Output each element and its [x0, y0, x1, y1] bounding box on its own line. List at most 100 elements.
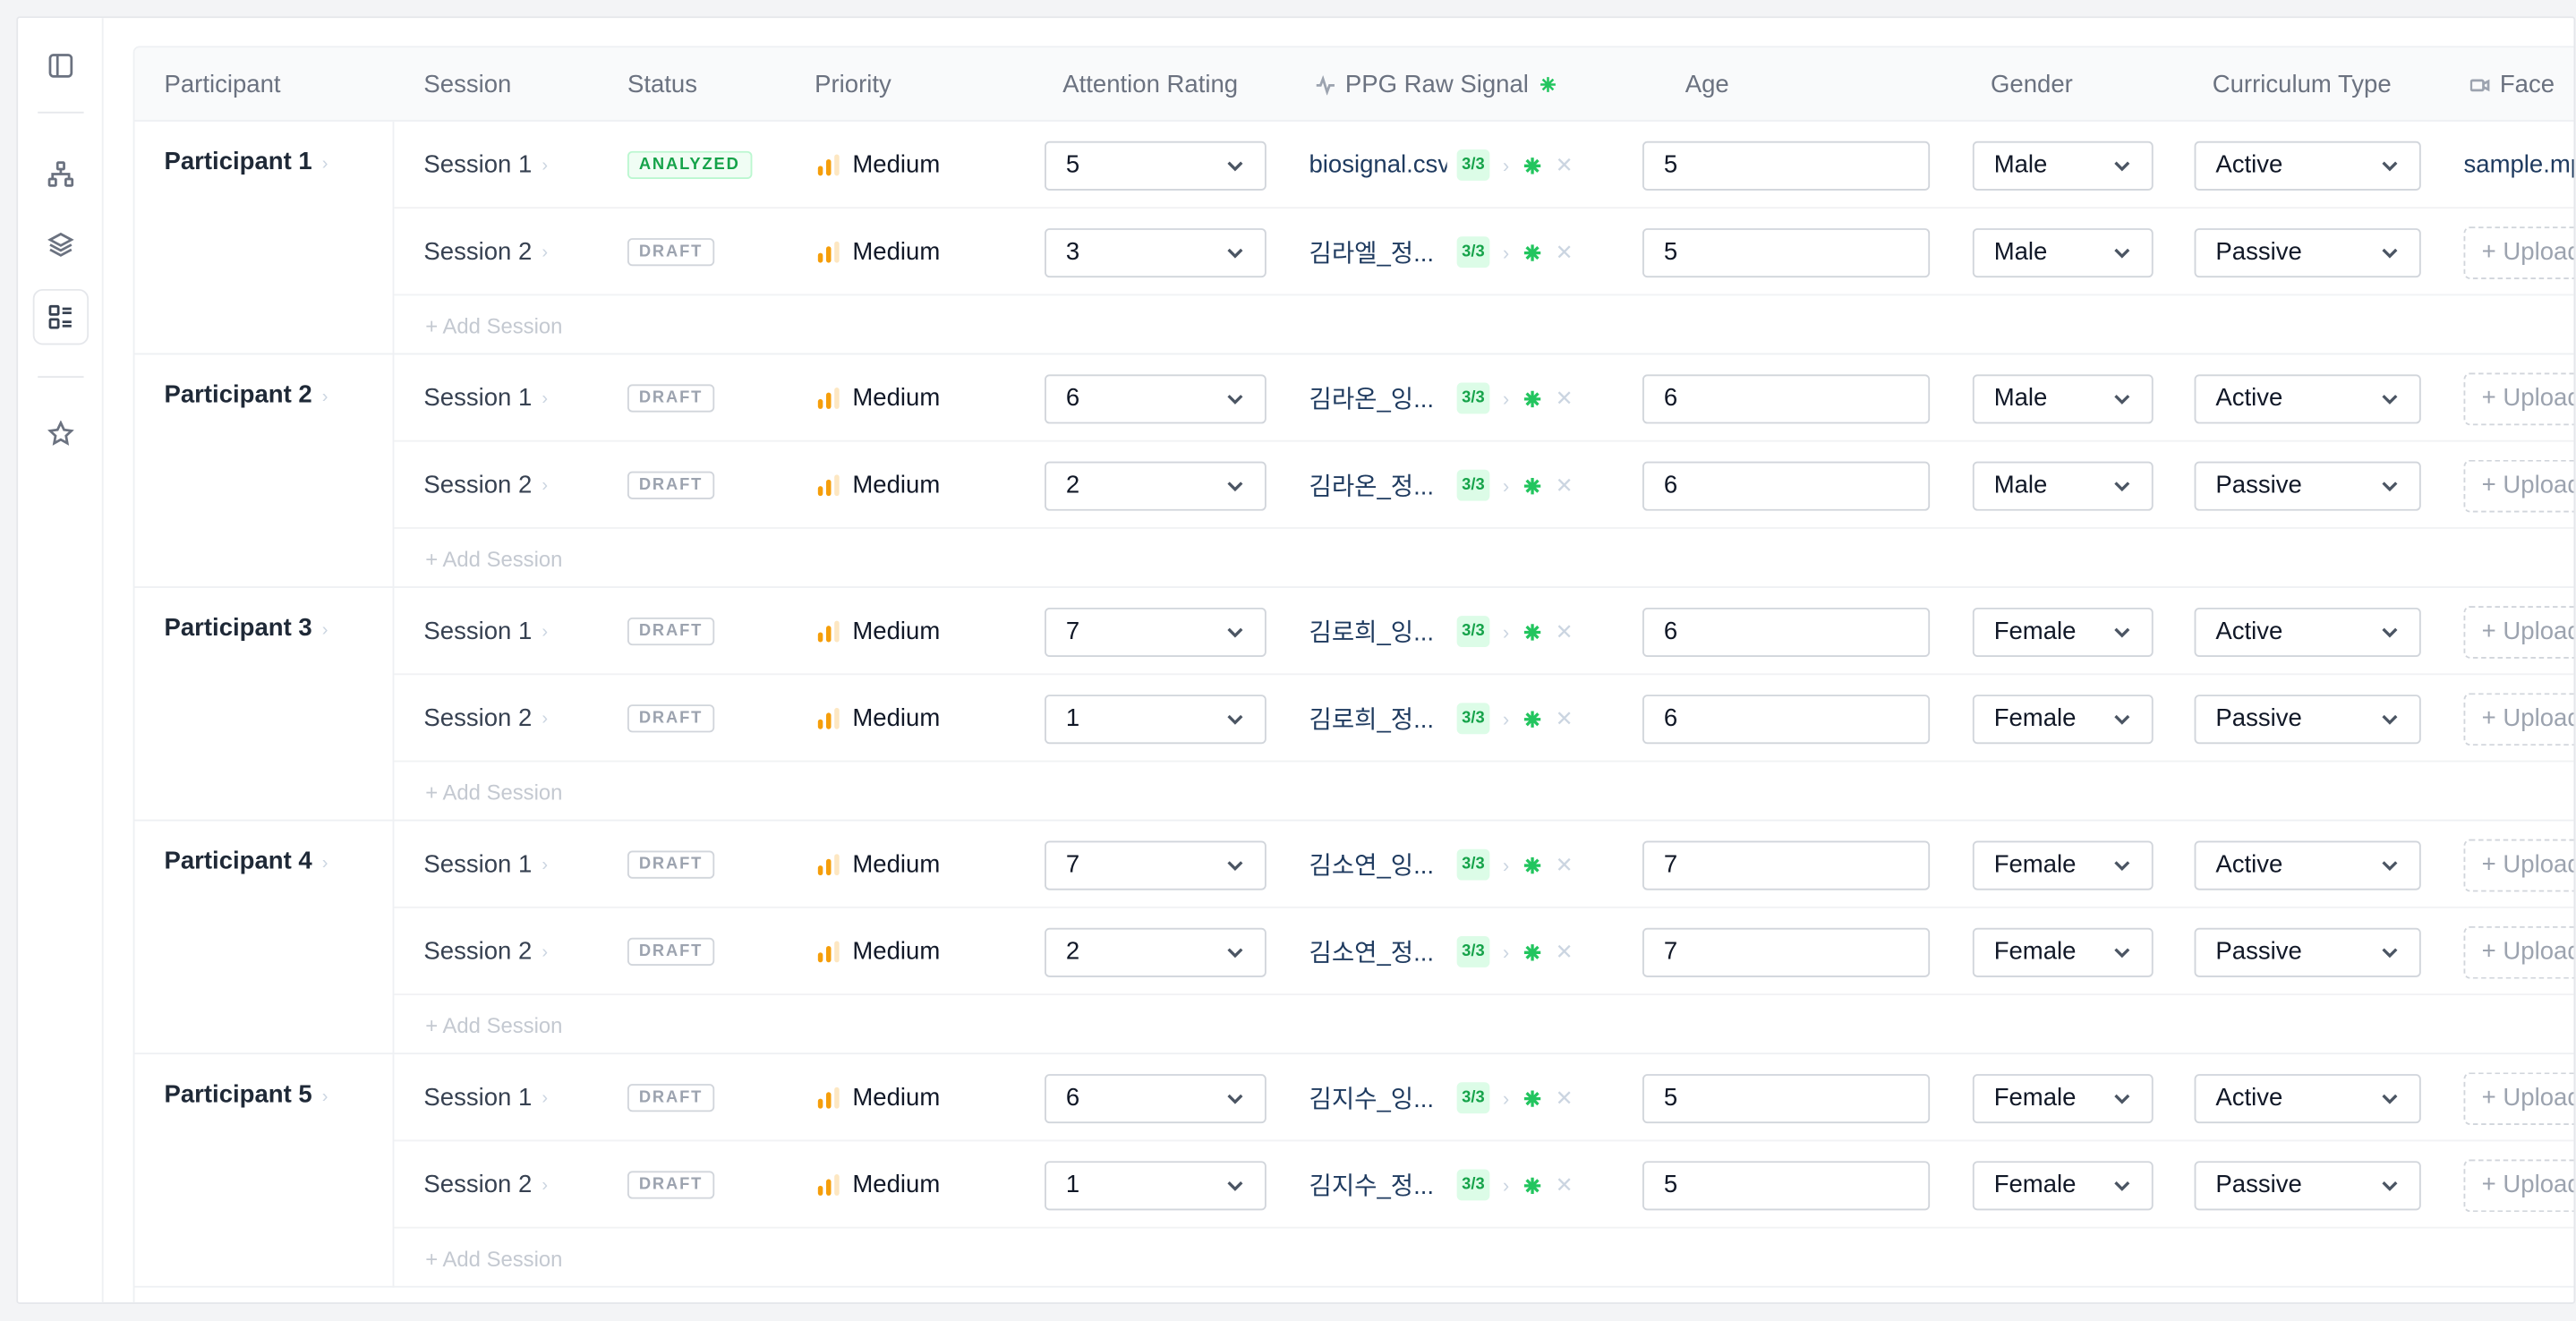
- participant-name[interactable]: Participant 2 ›: [165, 381, 328, 409]
- attention-select[interactable]: 3: [1045, 227, 1267, 277]
- sidebar-list-button[interactable]: [32, 288, 90, 345]
- curriculum-select[interactable]: Passive: [2194, 926, 2421, 976]
- ppg-file-link[interactable]: biosignal.csv: [1309, 150, 1447, 180]
- chevron-right-icon[interactable]: ›: [1502, 940, 1510, 964]
- remove-file-button[interactable]: ✕: [1555, 1085, 1574, 1110]
- chevron-right-icon[interactable]: ›: [1502, 240, 1510, 264]
- gender-select[interactable]: Female: [1972, 926, 2154, 976]
- curriculum-select[interactable]: Active: [2194, 839, 2421, 890]
- face-upload-button[interactable]: + Upload: [2463, 605, 2574, 658]
- session-cell[interactable]: Session 2 ›: [423, 908, 548, 995]
- session-cell[interactable]: Session 1 ›: [423, 822, 548, 908]
- age-input[interactable]: 5: [1642, 1073, 1931, 1123]
- col-header-face[interactable]: Face: [2469, 47, 2555, 122]
- remove-file-button[interactable]: ✕: [1555, 385, 1574, 410]
- ppg-file-link[interactable]: 김소연_잉...: [1309, 852, 1435, 881]
- priority-cell[interactable]: Medium: [817, 1141, 940, 1228]
- col-header-gender[interactable]: Gender: [1991, 70, 2073, 99]
- face-upload-button[interactable]: + Upload: [2463, 925, 2574, 978]
- session-cell[interactable]: Session 1 ›: [423, 354, 548, 441]
- session-cell[interactable]: Session 2 ›: [423, 1141, 548, 1228]
- ppg-file-link[interactable]: 김로희_정...: [1309, 706, 1435, 735]
- add-session-button[interactable]: + Add Session: [425, 547, 563, 572]
- attention-select[interactable]: 7: [1045, 607, 1267, 657]
- gender-select[interactable]: Female: [1972, 839, 2154, 890]
- analyze-button[interactable]: [1523, 1088, 1542, 1108]
- session-cell[interactable]: Session 2 ›: [423, 442, 548, 529]
- face-upload-button[interactable]: + Upload: [2463, 838, 2574, 891]
- remove-file-button[interactable]: ✕: [1555, 472, 1574, 498]
- age-input[interactable]: 6: [1642, 373, 1931, 423]
- analyze-button[interactable]: [1523, 942, 1542, 961]
- chevron-right-icon[interactable]: ›: [1502, 387, 1510, 410]
- remove-file-button[interactable]: ✕: [1555, 151, 1574, 177]
- analyze-button[interactable]: [1523, 709, 1542, 729]
- face-upload-button[interactable]: + Upload: [2463, 226, 2574, 279]
- age-input[interactable]: 7: [1642, 926, 1931, 976]
- face-file-link[interactable]: sample.mp4: [2463, 150, 2574, 180]
- curriculum-select[interactable]: Passive: [2194, 227, 2421, 277]
- priority-cell[interactable]: Medium: [817, 354, 940, 441]
- attention-select[interactable]: 2: [1045, 926, 1267, 976]
- session-cell[interactable]: Session 2 ›: [423, 675, 548, 762]
- add-session-button[interactable]: + Add Session: [425, 313, 563, 339]
- age-input[interactable]: 5: [1642, 140, 1931, 190]
- col-header-priority[interactable]: Priority: [815, 70, 891, 99]
- priority-cell[interactable]: Medium: [817, 675, 940, 762]
- age-input[interactable]: 5: [1642, 1160, 1931, 1210]
- age-input[interactable]: 6: [1642, 694, 1931, 744]
- col-header-age[interactable]: Age: [1685, 70, 1729, 99]
- chevron-right-icon[interactable]: ›: [1502, 1173, 1510, 1197]
- priority-cell[interactable]: Medium: [817, 588, 940, 675]
- gender-select[interactable]: Male: [1972, 460, 2154, 510]
- priority-cell[interactable]: Medium: [817, 1054, 940, 1141]
- face-upload-button[interactable]: + Upload: [2463, 1158, 2574, 1212]
- participant-name[interactable]: Participant 1 ›: [165, 148, 328, 175]
- chevron-right-icon[interactable]: ›: [1502, 153, 1510, 177]
- session-cell[interactable]: Session 1 ›: [423, 588, 548, 675]
- gender-select[interactable]: Female: [1972, 1160, 2154, 1210]
- analyze-button[interactable]: [1523, 855, 1542, 874]
- age-input[interactable]: 6: [1642, 460, 1931, 510]
- age-input[interactable]: 7: [1642, 839, 1931, 890]
- curriculum-select[interactable]: Active: [2194, 373, 2421, 423]
- chevron-right-icon[interactable]: ›: [1502, 853, 1510, 876]
- analyze-button[interactable]: [1523, 475, 1542, 495]
- attention-select[interactable]: 1: [1045, 694, 1267, 744]
- chevron-right-icon[interactable]: ›: [1502, 706, 1510, 730]
- col-header-ppg[interactable]: PPG Raw Signal: [1316, 47, 1566, 122]
- age-input[interactable]: 6: [1642, 607, 1931, 657]
- analyze-button[interactable]: [1523, 622, 1542, 642]
- curriculum-select[interactable]: Active: [2194, 607, 2421, 657]
- age-input[interactable]: 5: [1642, 227, 1931, 277]
- add-session-button[interactable]: + Add Session: [425, 1013, 563, 1038]
- analyze-button[interactable]: [1523, 388, 1542, 408]
- chevron-right-icon[interactable]: ›: [1502, 473, 1510, 498]
- gender-select[interactable]: Female: [1972, 694, 2154, 744]
- col-header-session[interactable]: Session: [423, 70, 512, 99]
- gender-select[interactable]: Male: [1972, 140, 2154, 190]
- session-cell[interactable]: Session 1 ›: [423, 122, 548, 209]
- gender-select[interactable]: Male: [1972, 373, 2154, 423]
- ppg-file-link[interactable]: 김소연_정...: [1309, 939, 1435, 967]
- priority-cell[interactable]: Medium: [817, 122, 940, 209]
- sidebar-favorites-button[interactable]: [33, 405, 89, 461]
- gender-select[interactable]: Female: [1972, 607, 2154, 657]
- ppg-file-link[interactable]: 김지수_정...: [1309, 1172, 1435, 1201]
- col-header-curriculum[interactable]: Curriculum Type: [2212, 70, 2392, 99]
- ppg-file-link[interactable]: 김라온_정...: [1309, 473, 1435, 501]
- attention-select[interactable]: 1: [1045, 1160, 1267, 1210]
- sidebar-layers-button[interactable]: [33, 217, 89, 272]
- session-cell[interactable]: Session 2 ›: [423, 209, 548, 295]
- participant-name[interactable]: Participant 4 ›: [165, 848, 328, 875]
- gender-select[interactable]: Female: [1972, 1073, 2154, 1123]
- analyze-button[interactable]: [1523, 1175, 1542, 1195]
- face-upload-button[interactable]: + Upload: [2463, 371, 2574, 425]
- add-session-button[interactable]: + Add Session: [425, 780, 563, 805]
- face-upload-button[interactable]: + Upload: [2463, 458, 2574, 512]
- col-header-status[interactable]: Status: [627, 70, 698, 99]
- priority-cell[interactable]: Medium: [817, 442, 940, 529]
- chevron-right-icon[interactable]: ›: [1502, 1086, 1510, 1110]
- col-header-attention[interactable]: Attention Rating: [1062, 70, 1239, 99]
- curriculum-select[interactable]: Passive: [2194, 460, 2421, 510]
